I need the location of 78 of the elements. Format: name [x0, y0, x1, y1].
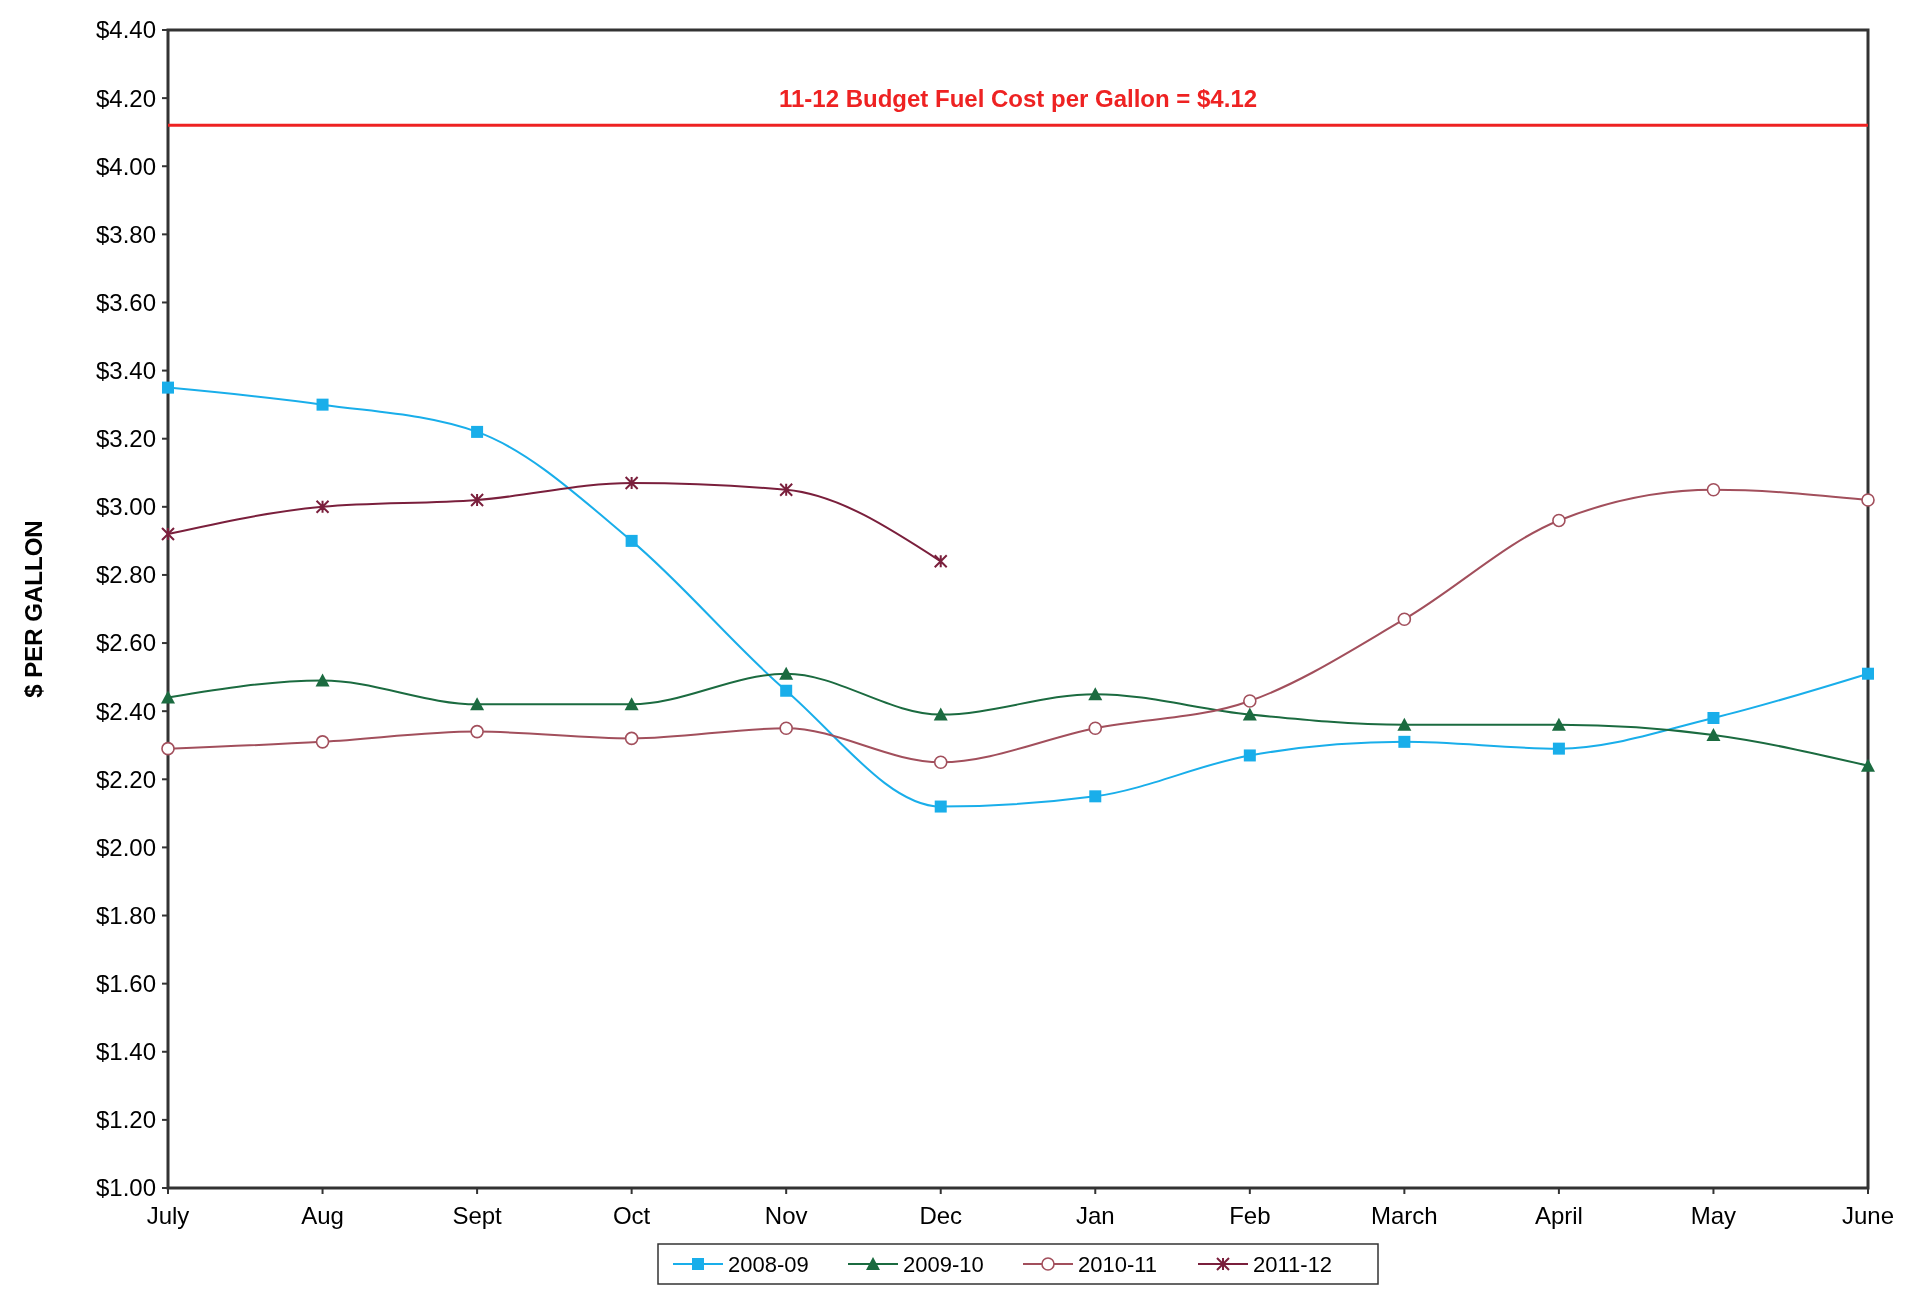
point [1552, 742, 1565, 755]
y-tick-label: $3.20 [95, 425, 156, 453]
point [624, 731, 639, 746]
x-tick-label: Jan [1075, 1202, 1115, 1229]
point [624, 475, 639, 490]
point [779, 482, 794, 497]
point [780, 684, 793, 697]
y-tick-label: $3.40 [95, 356, 156, 384]
y-tick-label: $3.60 [95, 288, 156, 316]
point [316, 398, 329, 411]
point [779, 666, 794, 680]
point [470, 493, 485, 508]
point [779, 721, 793, 736]
y-tick-label: $1.40 [95, 1038, 156, 1066]
y-tick-label: $3.00 [95, 493, 156, 521]
y-tick-label: $4.00 [95, 152, 156, 180]
legend-label: 2009-10 [903, 1251, 984, 1277]
y-tick-label: $4.40 [95, 16, 156, 44]
y-tick-label: $1.80 [95, 901, 156, 929]
point [933, 755, 948, 770]
point [1089, 790, 1102, 803]
legend-label: 2008-09 [728, 1251, 809, 1277]
point [1862, 667, 1874, 680]
x-tick-label: June [1841, 1202, 1895, 1229]
y-tick-label: $4.20 [95, 84, 156, 112]
point [161, 527, 175, 542]
point [1397, 612, 1412, 627]
x-tick-label: April [1534, 1202, 1583, 1229]
point [315, 673, 330, 687]
point [1242, 707, 1257, 721]
x-tick-label: Aug [301, 1202, 344, 1229]
point [1088, 721, 1103, 736]
point [161, 690, 175, 704]
point [315, 735, 330, 749]
x-tick-label: March [1371, 1202, 1438, 1229]
point [1706, 728, 1721, 742]
x-tick-label: Sept [452, 1202, 503, 1229]
y-tick-label: $2.80 [95, 561, 156, 589]
point [161, 741, 175, 756]
point [1243, 749, 1256, 762]
point [1706, 482, 1721, 497]
y-tick-label: $3.80 [95, 220, 156, 248]
x-tick-label: Feb [1229, 1202, 1271, 1229]
point [470, 697, 485, 711]
point [933, 554, 948, 569]
point [315, 499, 330, 514]
point [1398, 735, 1411, 748]
y-tick-label: $1.00 [95, 1174, 156, 1202]
point [1861, 758, 1875, 772]
y-tick-label: $2.00 [95, 833, 156, 861]
point [934, 800, 947, 813]
x-tick-label: Nov [764, 1202, 808, 1229]
point [1861, 493, 1875, 507]
y-tick-label: $1.20 [95, 1106, 156, 1134]
x-tick-label: May [1690, 1202, 1737, 1229]
point [471, 425, 484, 438]
point [1551, 717, 1566, 731]
point [1397, 717, 1412, 731]
y-axis-title: $ PER GALLON [20, 520, 47, 698]
point [933, 707, 948, 721]
point [1552, 513, 1566, 528]
point [162, 381, 174, 394]
y-tick-label: $2.40 [95, 697, 156, 725]
point [1707, 711, 1720, 724]
legend-label: 2011-12 [1253, 1251, 1333, 1277]
point [1243, 694, 1257, 708]
point [470, 724, 484, 739]
point [1088, 687, 1103, 701]
legend-label: 2010-11 [1078, 1251, 1158, 1277]
point [624, 697, 639, 711]
y-tick-label: $1.60 [95, 970, 156, 998]
x-tick-label: July [146, 1202, 190, 1229]
y-tick-label: $2.20 [95, 765, 156, 793]
y-tick-label: $2.60 [95, 629, 156, 657]
x-tick-label: Oct [612, 1202, 651, 1229]
ref-line-label: 11-12 Budget Fuel Cost per Gallon = $4.12 [778, 85, 1258, 113]
point [625, 534, 638, 547]
x-tick-label: Dec [919, 1202, 963, 1229]
